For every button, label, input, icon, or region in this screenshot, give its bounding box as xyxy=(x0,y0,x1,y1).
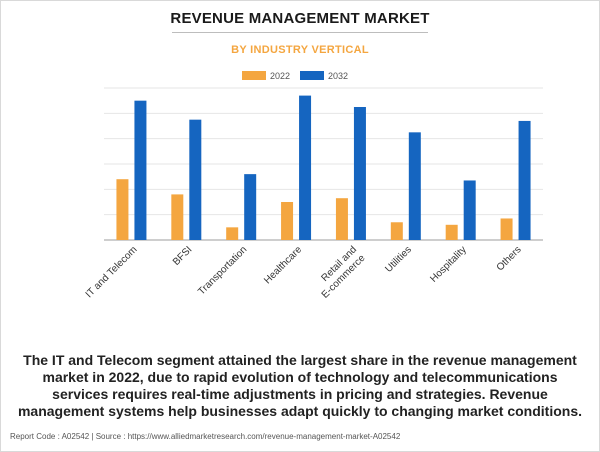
bar-2032-retail-and-e-commerce xyxy=(353,107,366,240)
bar-2022-others xyxy=(500,218,513,240)
bar-2032-others xyxy=(518,120,531,240)
chart-subtitle: BY INDUSTRY VERTICAL xyxy=(231,44,369,56)
bar-2032-it-and-telecom xyxy=(134,100,147,241)
x-tick-label: BFSI xyxy=(171,244,195,268)
bar-2032-transportation xyxy=(244,174,257,240)
bar-2032-utilities xyxy=(408,132,421,240)
bar-chart: 2022 2032 IT and Telecom BFSI Transportatio… xyxy=(84,71,543,301)
x-tick-label: Retail andE-commerce xyxy=(311,244,368,301)
x-tick-label: Others xyxy=(495,244,524,273)
chart-description: The IT and Telecom segment attained the … xyxy=(17,352,583,419)
legend-label-2022: 2022 xyxy=(270,71,290,81)
bar-2032-hospitality xyxy=(463,180,476,240)
legend-swatch-2022 xyxy=(242,71,266,80)
bar-2022-bfsi xyxy=(171,194,184,240)
bar-2032-bfsi xyxy=(189,119,202,240)
bars xyxy=(116,95,531,241)
x-tick-label: Healthcare xyxy=(262,244,304,286)
gridlines xyxy=(104,87,543,241)
x-tick-label: Transportation xyxy=(196,244,249,297)
bar-2022-hospitality xyxy=(445,224,458,240)
bar-2032-healthcare xyxy=(299,95,312,240)
bar-2022-retail-and-e-commerce xyxy=(335,198,348,240)
x-tick-labels: IT and Telecom BFSI Transportation Healthca… xyxy=(84,244,524,301)
x-tick-label: Hospitality xyxy=(428,244,468,284)
chart-title: REVENUE MANAGEMENT MARKET xyxy=(170,10,430,27)
source-footer: Report Code : A02542 | Source : https://… xyxy=(10,432,401,441)
x-tick-label: Utilities xyxy=(383,244,414,275)
legend-label-2032: 2032 xyxy=(328,71,348,81)
x-tick-label: IT and Telecom xyxy=(84,244,140,300)
legend: 2022 2032 xyxy=(242,71,348,81)
legend-swatch-2032 xyxy=(300,71,324,80)
bar-2022-utilities xyxy=(390,222,403,240)
bar-2022-healthcare xyxy=(281,202,294,240)
bar-2022-transportation xyxy=(226,227,239,240)
bar-2022-it-and-telecom xyxy=(116,179,129,240)
title-divider xyxy=(172,32,428,33)
